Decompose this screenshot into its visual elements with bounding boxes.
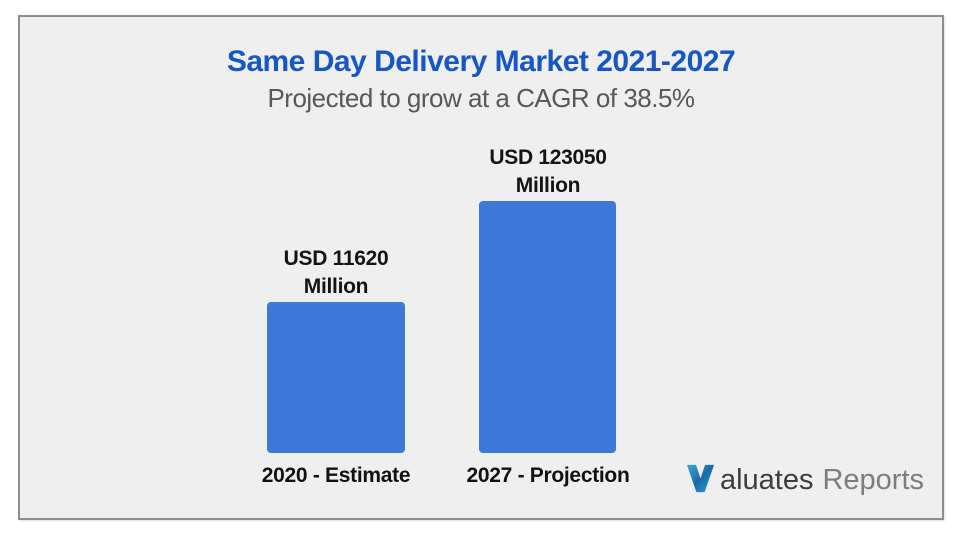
bar-2020-estimate [267, 302, 405, 453]
logo-text-aluates: aluates [719, 463, 814, 496]
chart-card: Same Day Delivery Market 2021-2027 Proje… [18, 15, 944, 520]
bar-value-2027-amount: USD 123050 [489, 146, 607, 169]
chart-subtitle: Projected to grow at a CAGR of 38.5% [267, 83, 695, 113]
bar-value-2020-amount: USD 11620 [283, 247, 389, 270]
bar-2027-projection [479, 201, 616, 453]
bar-value-2020-unit: Million [303, 275, 369, 298]
chart-title: Same Day Delivery Market 2021-2027 [226, 45, 736, 78]
category-label-2027-projection: 2027 - Projection [466, 464, 630, 487]
valuates-reports-logo: aluates Reports [686, 458, 924, 502]
valuates-v-icon [686, 464, 715, 492]
bar-value-label-2027: USD 123050 Million [428, 144, 668, 200]
category-label-2020-estimate: 2020 - Estimate [261, 464, 411, 487]
logo-text-reports: Reports [822, 463, 924, 496]
bar-value-2027-unit: Million [515, 174, 581, 197]
bar-value-label-2020: USD 11620 Million [216, 245, 456, 301]
